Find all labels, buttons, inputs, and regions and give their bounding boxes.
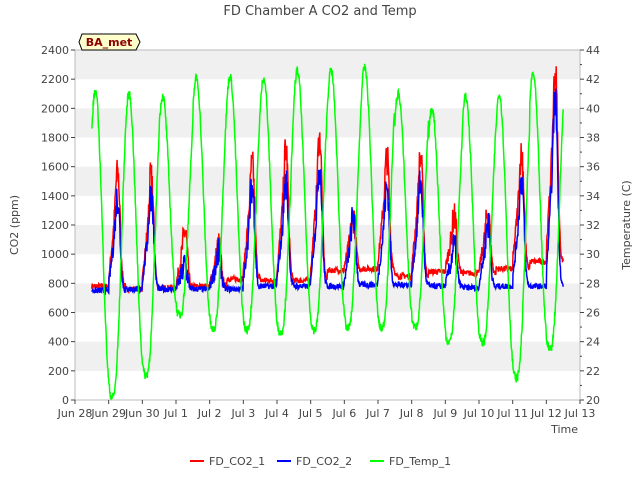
y-right-tick-label: 20 (586, 394, 600, 407)
badge-label: BA_met (86, 36, 133, 49)
y-tick-label: 1200 (41, 219, 69, 232)
legend-label: FD_CO2_1 (209, 455, 265, 468)
x-tick-label: Jul 1 (163, 407, 188, 420)
y-right-tick-label: 40 (586, 102, 600, 115)
x-tick-label: Jul 2 (197, 407, 222, 420)
y-tick-label: 800 (48, 277, 69, 290)
x-tick-label: Jun 29 (90, 407, 126, 420)
y-tick-label: 600 (48, 307, 69, 320)
series-line-FD_Temp_1 (91, 63, 564, 402)
chart-title: FD Chamber A CO2 and Temp (223, 4, 416, 19)
x-axis-label: Time (550, 423, 578, 436)
y-right-tick-label: 28 (586, 277, 600, 290)
legend-label: FD_CO2_2 (296, 455, 352, 468)
grid-band (75, 225, 580, 255)
y-tick-label: 200 (48, 365, 69, 378)
y-right-tick-label: 34 (586, 190, 600, 203)
y-right-tick-label: 42 (586, 73, 600, 86)
y-tick-label: 2000 (41, 102, 69, 115)
y-tick-label: 400 (48, 336, 69, 349)
y-axis-label: CO2 (ppm) (8, 195, 21, 255)
y-tick-label: 1600 (41, 161, 69, 174)
y-tick-label: 2200 (41, 73, 69, 86)
legend: FD_CO2_1 FD_CO2_2 FD_Temp_1 (190, 455, 451, 468)
y-right-tick-label: 36 (586, 161, 600, 174)
x-tick-label: Jul 4 (264, 407, 289, 420)
x-tick-label: Jul 8 (399, 407, 424, 420)
y-axis-right-label: Temperature (C) (620, 180, 633, 270)
x-tick-label: Jul 12 (530, 407, 562, 420)
y-right-tick-label: 30 (586, 248, 600, 261)
y-right-tick-label: 22 (586, 365, 600, 378)
y-right-tick-label: 38 (586, 132, 600, 145)
badge-box (78, 33, 141, 51)
y-tick-label: 1000 (41, 248, 69, 261)
x-tick-label: Jun 28 (57, 407, 93, 420)
y-right-tick-label: 24 (586, 336, 600, 349)
y-tick-label: 2400 (41, 44, 69, 57)
y-tick-label: 1400 (41, 190, 69, 203)
legend-label: FD_Temp_1 (389, 455, 451, 468)
x-tick-label: Jul 6 (331, 407, 356, 420)
x-tick-label: Jul 3 (230, 407, 255, 420)
y-right-tick-label: 32 (586, 219, 600, 232)
x-tick-label: Jul 7 (365, 407, 390, 420)
series-lines (91, 63, 564, 402)
y-axis-left: 0 200 400 600 800 1000 1200 1400 1600 1800 2000 220… (41, 44, 75, 407)
x-tick-label: Jun 30 (124, 407, 160, 420)
x-tick-label: Jul 9 (432, 407, 457, 420)
x-tick-label: Jul 13 (564, 407, 596, 420)
badge: BA_met (78, 33, 141, 51)
y-right-tick-label: 26 (586, 307, 600, 320)
x-tick-label: Jul 10 (463, 407, 495, 420)
y-right-tick-label: 44 (586, 44, 600, 57)
series-line-FD_CO2_2 (91, 88, 564, 296)
y-axis-right: 20 22 24 26 28 30 32 34 36 38 40 42 44 (580, 44, 600, 407)
y-tick-label: 0 (62, 394, 69, 407)
x-tick-label: Jul 5 (298, 407, 323, 420)
y-tick-label: 1800 (41, 132, 69, 145)
x-tick-label: Jul 11 (496, 407, 528, 420)
grid-band (75, 341, 580, 371)
grid-band (75, 50, 580, 80)
grid-band (75, 166, 580, 196)
